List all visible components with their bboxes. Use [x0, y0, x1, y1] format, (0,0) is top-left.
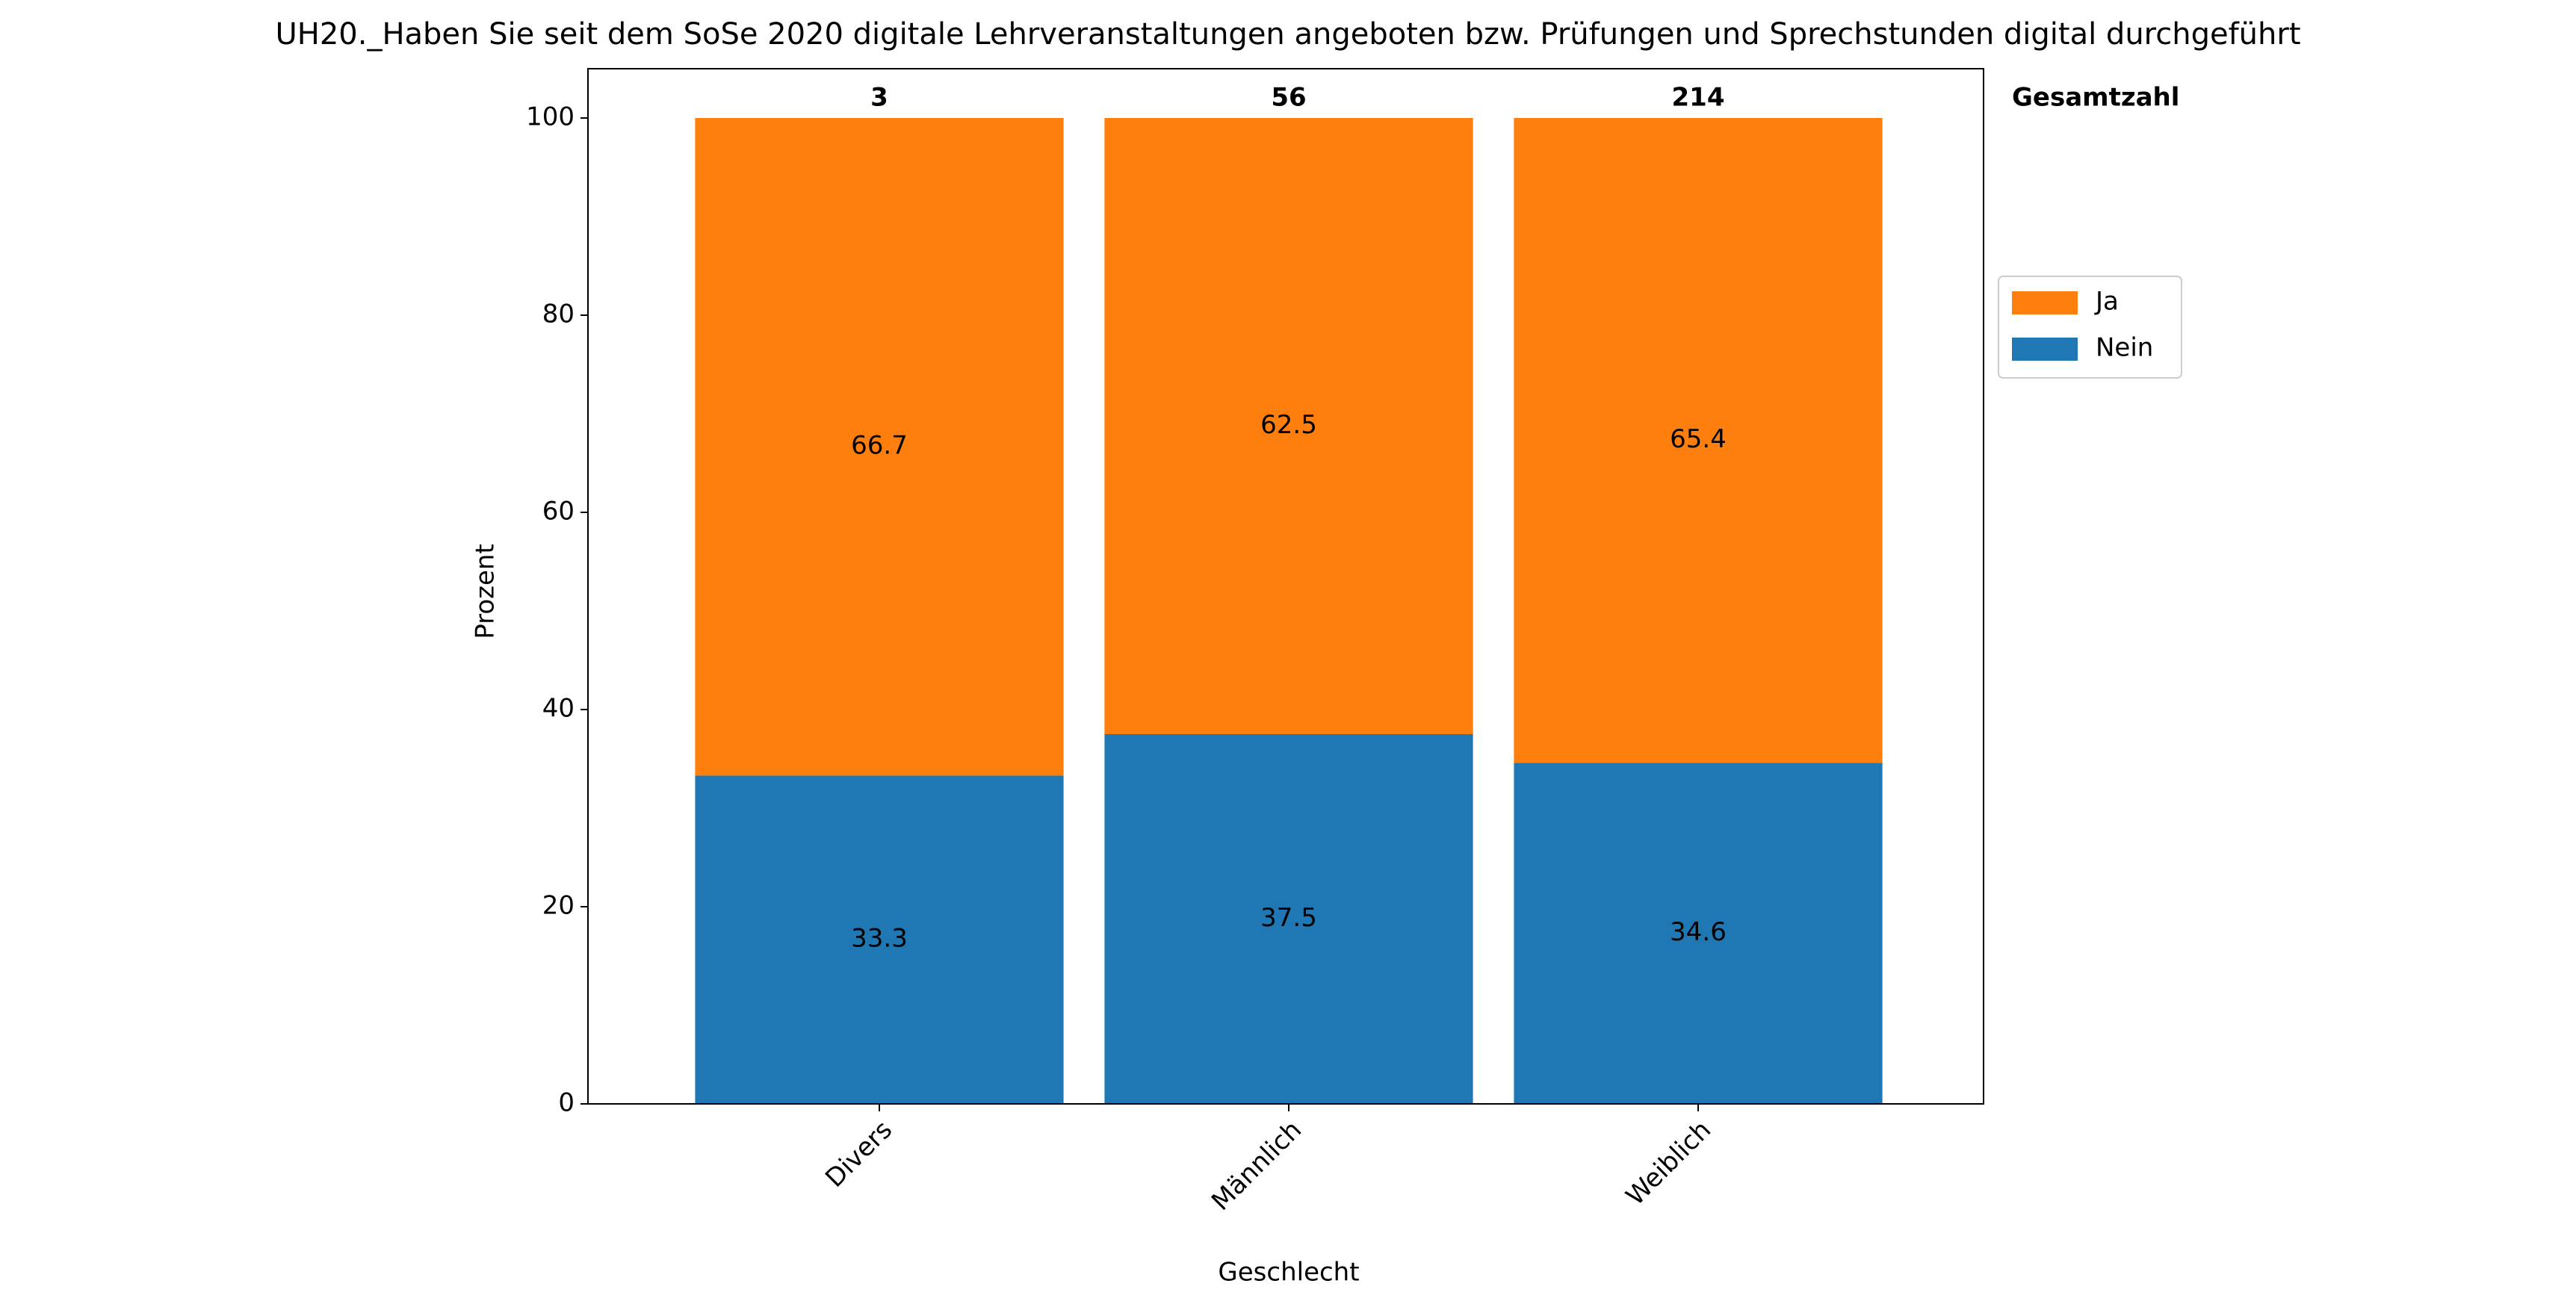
- value-label: 37.5: [1260, 903, 1317, 933]
- total-label: 56: [1271, 83, 1306, 113]
- x-axis-label: Geschlecht: [1218, 1258, 1359, 1288]
- bar-segment: [1514, 763, 1883, 1104]
- legend-label: Ja: [2094, 287, 2119, 317]
- legend-label: Nein: [2096, 333, 2153, 363]
- y-tick-label: 0: [558, 1088, 575, 1118]
- y-tick-label: 100: [526, 102, 575, 132]
- bar-segment: [1104, 734, 1473, 1104]
- y-tick-label: 20: [542, 891, 575, 921]
- value-label: 33.3: [851, 924, 908, 954]
- totals-label: Gesamtzahl: [2012, 83, 2179, 113]
- legend-swatch: [2012, 338, 2078, 361]
- y-tick-label: 60: [542, 497, 575, 527]
- y-axis-label: Prozent: [471, 544, 501, 639]
- x-tick-label: Divers: [820, 1115, 898, 1194]
- value-label: 62.5: [1260, 410, 1317, 440]
- bar-segment: [1514, 118, 1883, 763]
- value-label: 66.7: [851, 431, 908, 461]
- x-tick-label: Weiblich: [1620, 1115, 1717, 1211]
- total-label: 3: [870, 83, 888, 113]
- bar-segment: [695, 118, 1064, 776]
- bar-segment: [1104, 118, 1473, 734]
- y-tick-label: 40: [542, 694, 575, 724]
- x-tick-label: Männlich: [1206, 1115, 1307, 1217]
- total-label: 214: [1672, 83, 1725, 113]
- value-label: 65.4: [1670, 424, 1727, 454]
- chart-title: UH20._Haben Sie seit dem SoSe 2020 digit…: [275, 17, 2300, 52]
- y-tick-label: 80: [542, 299, 575, 329]
- legend-swatch: [2012, 291, 2078, 314]
- bar-segment: [695, 775, 1064, 1104]
- value-label: 34.6: [1670, 917, 1727, 947]
